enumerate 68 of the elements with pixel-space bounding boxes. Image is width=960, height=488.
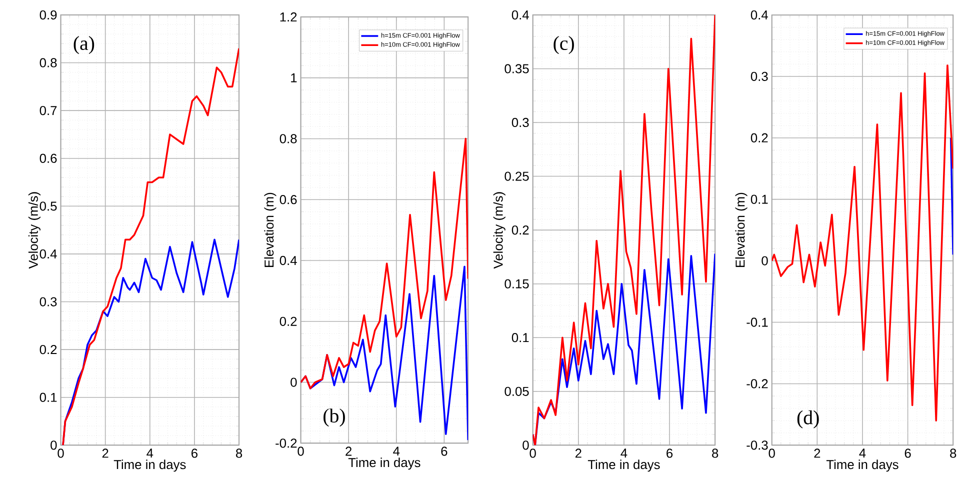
x-tick-label: 4 — [859, 448, 866, 458]
annotation: (a) — [74, 36, 94, 54]
y-tick-label: -0.2 — [746, 379, 768, 388]
x-tick-label: 6 — [666, 448, 673, 458]
y-tick-label: 0.8 — [280, 134, 297, 144]
y-tick-label: 0.6 — [40, 154, 57, 163]
x-tick-label: 0 — [58, 448, 64, 458]
annotation: (b) — [324, 408, 345, 427]
x-tick-label: 6 — [904, 448, 911, 458]
x-tick-label: 0 — [530, 448, 536, 458]
x-tick-label: 2 — [346, 446, 352, 456]
x-tick-label: 2 — [575, 448, 582, 458]
x-tick-label: 2 — [102, 448, 108, 458]
y-tick-label: 0.1 — [750, 194, 768, 204]
x-tick-label: 8 — [950, 448, 956, 458]
x-axis-title: Time in days — [588, 460, 660, 472]
y-tick-label: 0 — [762, 256, 768, 266]
annotation: (d) — [797, 410, 819, 428]
y-tick-label: 0 — [290, 378, 297, 387]
y-tick-label: 0.35 — [504, 64, 529, 74]
x-tick-label: 4 — [393, 446, 400, 456]
x-tick-label: 6 — [192, 448, 198, 458]
y-tick-label: -0.1 — [746, 318, 768, 327]
y-tick-label: 0.1 — [512, 333, 529, 342]
y-tick-label: 0.2 — [512, 225, 529, 235]
y-tick-label: 0.6 — [280, 195, 297, 204]
y-tick-label: 0.2 — [750, 133, 768, 142]
x-tick-label: 4 — [620, 448, 628, 458]
y-tick-label: 0.4 — [280, 256, 297, 266]
y-tick-label: 0.3 — [750, 72, 768, 81]
y-tick-label: 0 — [50, 440, 57, 450]
y-tick-label: 0.4 — [40, 249, 57, 259]
line-series — [532, 14, 716, 446]
y-axis-title: Elevation (m) — [735, 192, 748, 267]
x-tick-label: 8 — [712, 448, 718, 458]
x-tick-label: 0 — [298, 446, 304, 456]
annotation: (c) — [554, 36, 574, 54]
y-axis-title: Velocity (m/s) — [28, 192, 40, 269]
y-tick-label: 0.2 — [40, 344, 57, 354]
y-tick-label: 0.5 — [40, 202, 57, 211]
y-tick-label: 0.4 — [512, 10, 529, 20]
y-tick-label: -0.3 — [746, 440, 768, 450]
x-tick-label: 2 — [814, 448, 820, 458]
y-axis-title: Elevation (m) — [264, 192, 276, 267]
x-axis-title: Time in days — [348, 458, 420, 470]
x-tick-label: 4 — [146, 448, 154, 458]
y-tick-label: 0.05 — [504, 386, 529, 396]
x-axis-title: Time in days — [114, 460, 186, 472]
y-tick-label: 0.4 — [750, 10, 768, 20]
y-tick-label: 0.9 — [40, 10, 57, 20]
y-tick-label: -0.2 — [276, 438, 297, 448]
y-tick-label: 0.1 — [40, 392, 57, 402]
line-series — [300, 138, 468, 390]
x-tick-label: 6 — [441, 446, 448, 456]
x-tick-label: 0 — [768, 448, 775, 458]
y-tick-label: 0 — [522, 440, 529, 450]
y-tick-label: 0.2 — [280, 316, 297, 326]
y-tick-label: 0.3 — [40, 297, 57, 306]
y-tick-label: 0.8 — [40, 58, 57, 68]
y-tick-label: 1.2 — [280, 12, 297, 22]
y-tick-label: 0.7 — [40, 106, 57, 116]
y-axis-title: Velocity (m/s) — [493, 192, 506, 269]
y-tick-label: 0.25 — [504, 172, 529, 181]
x-tick-label: 8 — [236, 448, 242, 458]
y-tick-label: 1 — [291, 73, 297, 82]
y-tick-label: 0.3 — [512, 118, 529, 128]
x-axis-title: Time in days — [826, 460, 898, 472]
y-tick-label: 0.15 — [504, 279, 529, 288]
